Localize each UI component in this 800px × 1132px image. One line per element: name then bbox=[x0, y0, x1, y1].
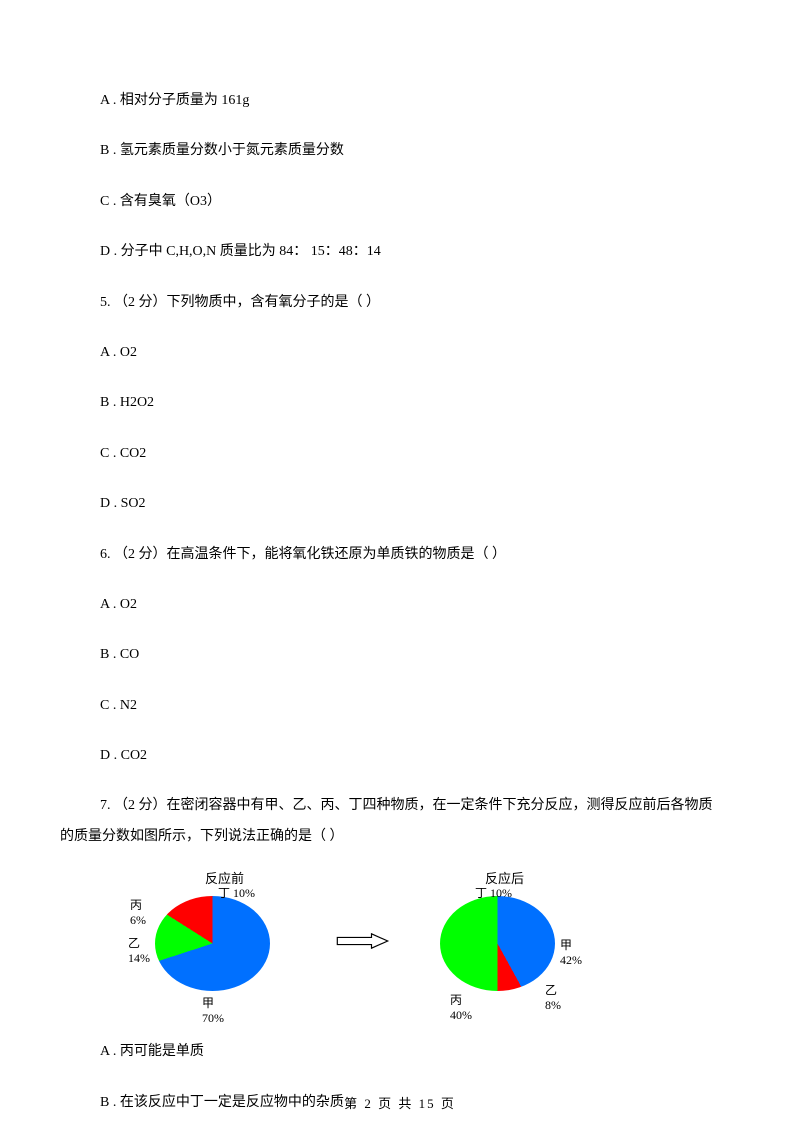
pie-slice-label: 丁 10% bbox=[218, 884, 255, 901]
pie-slice-label: 丙 40% bbox=[450, 991, 472, 1023]
pie-slice-label: 丙 6% bbox=[130, 896, 146, 928]
reaction-charts: 反应前 甲 70%乙 14%丙 6%丁 10% 反应后 甲 42%乙 8%丙 4… bbox=[130, 866, 740, 1016]
pie-after: 反应后 甲 42%乙 8%丙 40%丁 10% bbox=[425, 866, 595, 1016]
arrow-icon bbox=[335, 932, 390, 950]
option-a: A . O2 bbox=[60, 594, 740, 616]
page-footer: 第 2 页 共 15 页 bbox=[0, 1093, 800, 1112]
question-7-line2: 的质量分数如图所示，下列说法正确的是（ ） bbox=[60, 826, 740, 848]
pie-before-disc bbox=[155, 896, 270, 991]
option-b: B . CO bbox=[60, 644, 740, 666]
option-a: A . 相对分子质量为 161g bbox=[60, 90, 740, 112]
pie-after-disc bbox=[440, 896, 555, 991]
option-b: B . H2O2 bbox=[60, 392, 740, 414]
pie-slice-label: 乙 14% bbox=[128, 934, 150, 966]
option-b: B . 氢元素质量分数小于氮元素质量分数 bbox=[60, 140, 740, 162]
option-d: D . CO2 bbox=[60, 745, 740, 767]
question-6: 6. （2 分）在高温条件下，能将氧化铁还原为单质铁的物质是（ ） bbox=[60, 544, 740, 566]
pie-slice-label: 甲 70% bbox=[202, 994, 224, 1026]
page-content: A . 相对分子质量为 161g B . 氢元素质量分数小于氮元素质量分数 C … bbox=[0, 0, 800, 1114]
option-a: A . O2 bbox=[60, 342, 740, 364]
pie-slice-label: 乙 8% bbox=[545, 981, 561, 1013]
question-7-line1: 7. （2 分）在密闭容器中有甲、乙、丙、丁四种物质，在一定条件下充分反应，测得… bbox=[60, 795, 740, 817]
option-d: D . 分子中 C,H,O,N 质量比为 84： 15：48：14 bbox=[60, 241, 740, 263]
option-d: D . SO2 bbox=[60, 493, 740, 515]
option-c: C . 含有臭氧（O3） bbox=[60, 191, 740, 213]
option-c: C . CO2 bbox=[60, 443, 740, 465]
pie-slice-label: 丁 10% bbox=[475, 884, 512, 901]
question-5: 5. （2 分）下列物质中，含有氧分子的是（ ） bbox=[60, 292, 740, 314]
pie-before: 反应前 甲 70%乙 14%丙 6%丁 10% bbox=[130, 866, 300, 1016]
option-c: C . N2 bbox=[60, 695, 740, 717]
option-a: A . 丙可能是单质 bbox=[60, 1041, 740, 1063]
pie-slice-label: 甲 42% bbox=[560, 936, 582, 968]
